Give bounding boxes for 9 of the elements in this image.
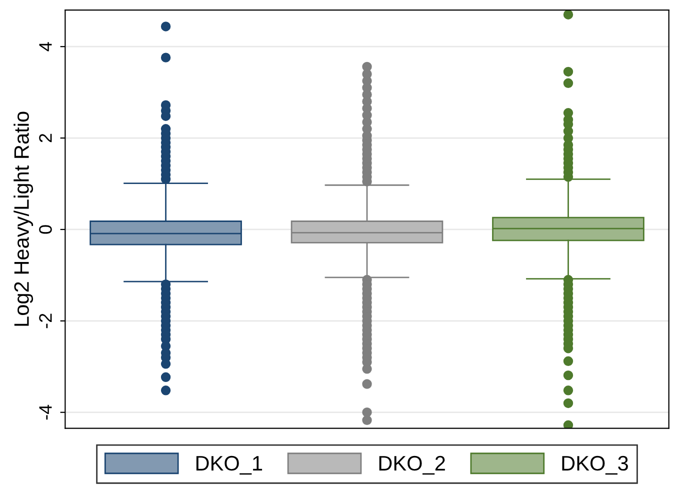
y-tick-label: 2 <box>39 134 52 142</box>
y-axis-title: Log2 Heavy/Light Ratio <box>14 112 34 326</box>
y-tick-label: 4 <box>39 42 52 52</box>
y-tick-label: -4 <box>39 404 52 420</box>
legend-label: DKO_2 <box>379 456 445 475</box>
legend-label: DKO_3 <box>562 456 628 475</box>
y-tick-label: 0 <box>39 225 52 234</box>
y-tick-label: -2 <box>39 314 52 328</box>
legend-label: DKO_1 <box>196 456 262 475</box>
